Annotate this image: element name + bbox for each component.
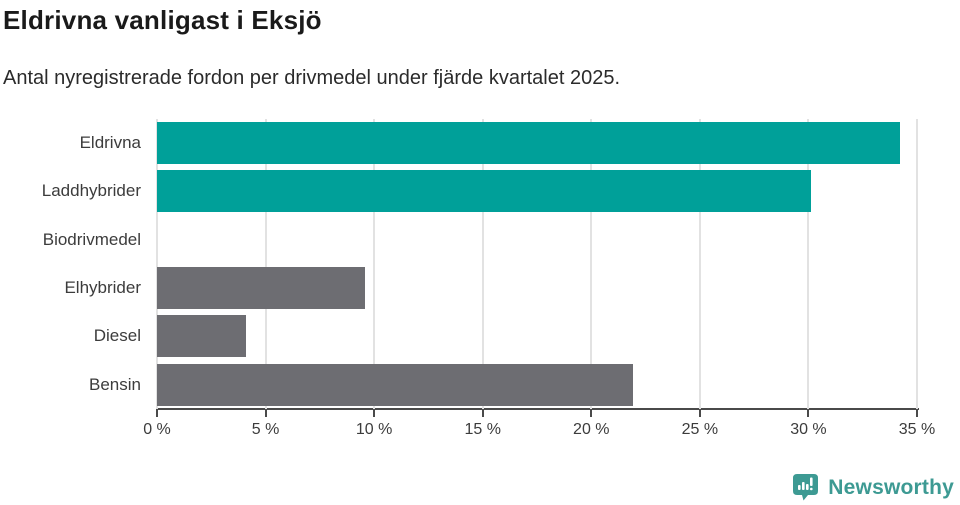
bar-laddhybrider bbox=[157, 170, 811, 213]
category-label-eldrivna: Eldrivna bbox=[79, 133, 141, 153]
axis-tick bbox=[156, 410, 158, 417]
category-label-laddhybrider: Laddhybrider bbox=[41, 181, 141, 201]
gridline bbox=[481, 119, 484, 409]
gridline bbox=[373, 119, 376, 409]
category-label-biodrivmedel: Biodrivmedel bbox=[42, 229, 141, 249]
bar-eldrivna bbox=[157, 122, 900, 164]
axis-tick bbox=[590, 410, 593, 417]
bar-chart-plot-area: 0 % 5 % 10 % 15 % 20 % 25 % 30 % 35 % bbox=[143, 119, 935, 438]
brand-footer: Newsworthy bbox=[792, 473, 954, 502]
axis-tick-label: 20 % bbox=[573, 421, 610, 438]
axis-tick-label: 5 % bbox=[251, 421, 280, 438]
gridline bbox=[156, 119, 158, 409]
axis-tick-label: 15 % bbox=[464, 421, 501, 438]
gridline bbox=[590, 119, 593, 409]
axis-tick bbox=[916, 410, 918, 417]
chart-subtitle: Antal nyregistrerade fordon per drivmede… bbox=[3, 67, 621, 89]
axis-tick-label: 0 % bbox=[143, 421, 171, 438]
x-axis-line bbox=[156, 408, 919, 410]
bar-diesel bbox=[157, 315, 247, 358]
bar-bensin bbox=[157, 363, 633, 406]
axis-tick bbox=[264, 410, 267, 417]
brand-name: Newsworthy bbox=[828, 475, 954, 499]
category-axis: Eldrivna Laddhybrider Biodrivmedel Elhybrid… bbox=[0, 119, 141, 409]
category-label-diesel: Diesel bbox=[93, 326, 141, 346]
axis-tick-label: 35 % bbox=[898, 421, 936, 438]
category-label-elhybrider: Elhybrider bbox=[64, 278, 141, 298]
axis-tick-label: 30 % bbox=[790, 421, 827, 438]
category-label-bensin: Bensin bbox=[89, 374, 141, 394]
axis-tick bbox=[698, 410, 701, 417]
chart-title: Eldrivna vanligast i Eksjö bbox=[3, 5, 322, 35]
axis-tick-label: 25 % bbox=[681, 421, 719, 438]
gridline bbox=[698, 119, 701, 409]
axis-tick-label: 10 % bbox=[355, 421, 393, 438]
gridline bbox=[916, 119, 918, 409]
bar-elhybrider bbox=[157, 267, 366, 309]
axis-tick bbox=[373, 410, 376, 417]
axis-tick bbox=[481, 410, 484, 417]
axis-tick bbox=[807, 410, 810, 417]
newsworthy-logo-icon bbox=[792, 473, 819, 502]
gridline bbox=[264, 119, 267, 409]
gridline bbox=[807, 119, 810, 409]
